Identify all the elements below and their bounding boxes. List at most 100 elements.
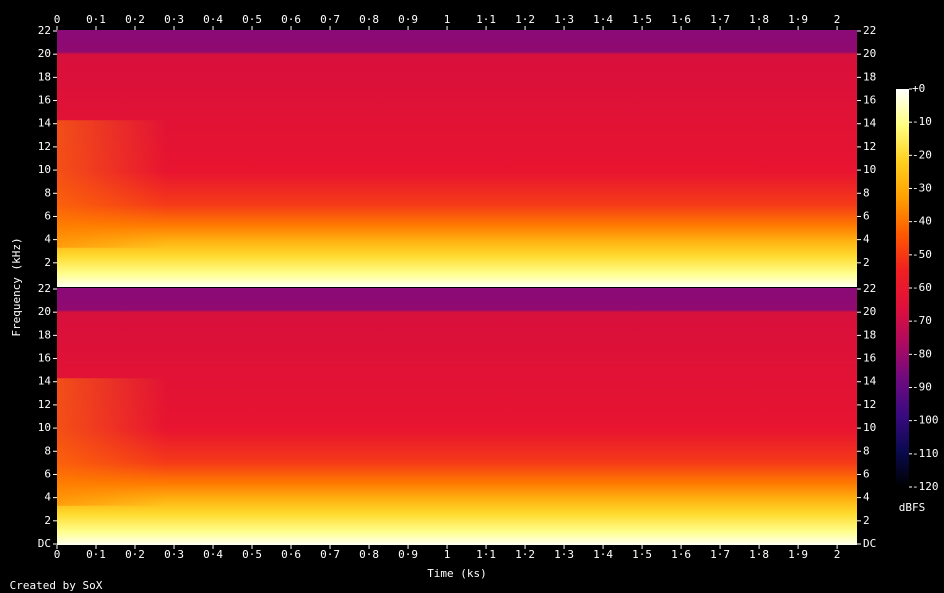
y-tick-label: 2 — [863, 514, 870, 527]
y-tick-label: 22 — [38, 24, 51, 37]
y-tick-label: 14 — [863, 375, 877, 388]
y-tick-label: 8 — [863, 444, 870, 457]
y-tick-label: 6 — [44, 209, 51, 222]
colorbar-tick-label: -10 — [912, 115, 932, 128]
y-tick-label: 16 — [863, 352, 876, 365]
y-tick-label: 16 — [38, 352, 51, 365]
x-tick-label: 0 — [54, 13, 61, 26]
x-tick-label: 0·6 — [281, 548, 301, 561]
x-tick-label: 0·5 — [242, 548, 262, 561]
y-tick-label: 18 — [38, 328, 51, 341]
spectrogram-onset — [57, 120, 167, 248]
y-tick-label: 20 — [863, 305, 876, 318]
colorbar-label: dBFS — [899, 501, 926, 514]
y-tick-label: 12 — [38, 140, 51, 153]
x-tick-label: 0·1 — [86, 548, 106, 561]
y-tick-label: 14 — [38, 117, 52, 130]
y-tick-label: 22 — [863, 282, 876, 295]
y-tick-label: 4 — [44, 233, 51, 246]
y-tick-label: 18 — [863, 70, 876, 83]
x-tick-label: 0·2 — [125, 548, 145, 561]
x-tick-label: 0·7 — [320, 548, 340, 561]
y-tick-label: 22 — [38, 282, 51, 295]
x-tick-label: 1·9 — [788, 548, 808, 561]
x-tick-label: 1·1 — [476, 13, 496, 26]
y-tick-label: 20 — [38, 47, 51, 60]
colorbar-tick-label: -70 — [912, 314, 932, 327]
y-tick-label: 4 — [863, 491, 870, 504]
x-tick-label: 0·4 — [203, 548, 223, 561]
y-tick-label: 22 — [863, 24, 876, 37]
x-tick-label: 0·3 — [164, 548, 184, 561]
y-tick-label: 6 — [863, 467, 870, 480]
x-tick-label: 0·6 — [281, 13, 301, 26]
x-tick-label: 0·9 — [398, 13, 418, 26]
spectrogram-onset — [57, 378, 167, 506]
x-tick-label: 0·4 — [203, 13, 223, 26]
y-tick-label: 10 — [38, 421, 51, 434]
y-tick-label: 10 — [863, 421, 876, 434]
spectrogram-image — [57, 30, 857, 287]
colorbar-tick-label: -40 — [912, 215, 932, 228]
x-tick-label: 0·3 — [164, 13, 184, 26]
x-tick-label: 1·4 — [593, 13, 613, 26]
y-tick-label: 12 — [38, 398, 51, 411]
footer: Created by SoX — [10, 579, 103, 592]
x-tick-label: 1·3 — [554, 548, 574, 561]
y-tick-label: 4 — [863, 233, 870, 246]
y-tick-label: 2 — [863, 256, 870, 269]
y-tick-label: 8 — [44, 444, 51, 457]
y-tick-label: 6 — [44, 467, 51, 480]
x-axis-label: Time (ks) — [427, 567, 487, 580]
colorbar-tick-label: -120 — [912, 480, 939, 493]
y-tick-label: 4 — [44, 491, 51, 504]
y-tick-label: 8 — [863, 186, 870, 199]
y-tick-label: 12 — [863, 398, 876, 411]
y-tick-label: 18 — [38, 70, 51, 83]
x-tick-label: 1·3 — [554, 13, 574, 26]
y-tick-label: 20 — [863, 47, 876, 60]
x-tick-label: 0·2 — [125, 13, 145, 26]
x-tick-label: 1·6 — [671, 13, 691, 26]
x-tick-label: 1·6 — [671, 548, 691, 561]
colorbar-tick-label: -30 — [912, 182, 932, 195]
y-tick-label: 2 — [44, 256, 51, 269]
x-tick-label: 0·8 — [359, 548, 379, 561]
y-tick-label: 18 — [863, 328, 876, 341]
x-tick-label: 1·7 — [710, 548, 730, 561]
y-tick-label: DC — [38, 537, 51, 550]
x-tick-label: 0·5 — [242, 13, 262, 26]
x-tick-label: 1·5 — [632, 13, 652, 26]
x-tick-label: 2 — [834, 13, 841, 26]
x-tick-label: 1·1 — [476, 548, 496, 561]
y-tick-label: 16 — [863, 94, 876, 107]
x-tick-label: 1·5 — [632, 548, 652, 561]
colorbar-tick-label: -20 — [912, 148, 932, 161]
x-tick-label: 1·9 — [788, 13, 808, 26]
colorbar — [896, 89, 909, 487]
y-tick-label: 14 — [863, 117, 877, 130]
x-tick-label: 0·8 — [359, 13, 379, 26]
x-tick-label: 1·2 — [515, 13, 535, 26]
colorbar-tick-label: -100 — [912, 414, 939, 427]
colorbar-tick-label: -110 — [912, 447, 939, 460]
x-tick-label: 0·1 — [86, 13, 106, 26]
colorbar-tick-label: -60 — [912, 281, 932, 294]
colorbar-tick-label: +0 — [912, 82, 925, 95]
y-tick-label: 16 — [38, 94, 51, 107]
y-axis-label: Frequency (kHz) — [10, 237, 23, 336]
colorbar-tick-label: -80 — [912, 347, 932, 360]
x-tick-label: 1 — [444, 13, 451, 26]
x-tick-label: 1·8 — [749, 548, 769, 561]
y-tick-label: 6 — [863, 209, 870, 222]
y-tick-label: 12 — [863, 140, 876, 153]
x-tick-label: 1 — [444, 548, 451, 561]
y-tick-label: DC — [863, 537, 876, 550]
x-tick-label: 1·8 — [749, 13, 769, 26]
x-tick-label: 1·2 — [515, 548, 535, 561]
x-tick-label: 0·7 — [320, 13, 340, 26]
y-tick-label: 10 — [863, 163, 876, 176]
x-tick-label: 0·9 — [398, 548, 418, 561]
x-tick-label: 0 — [54, 548, 61, 561]
